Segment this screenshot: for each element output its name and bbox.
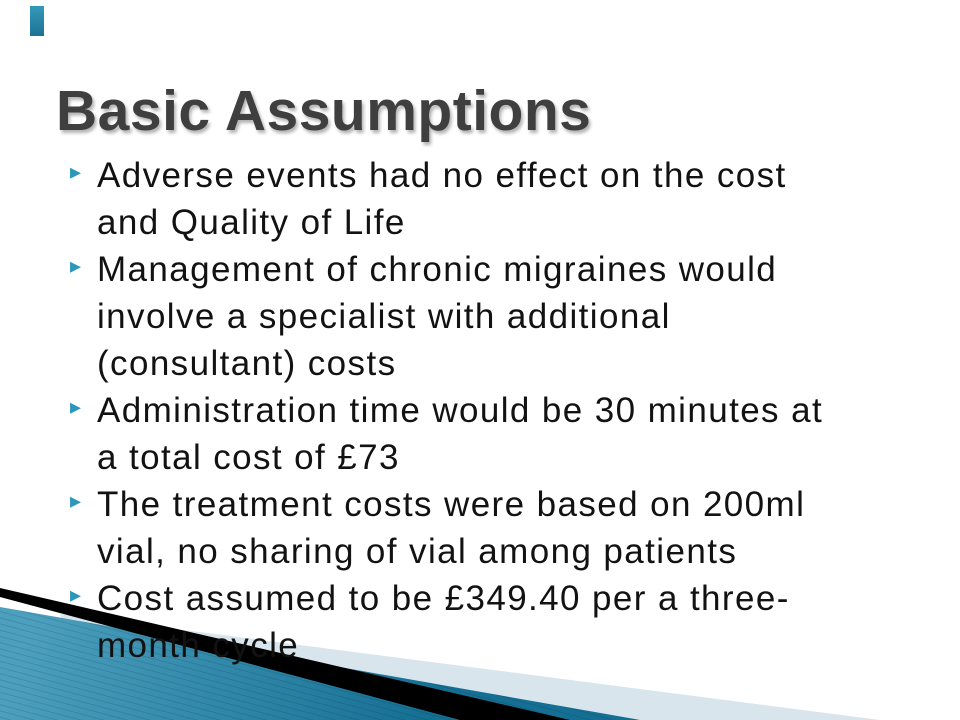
arrow-bullet-icon: ▸ bbox=[70, 160, 83, 185]
arrow-bullet-icon: ▸ bbox=[70, 254, 83, 279]
corner-decoration bbox=[0, 588, 880, 720]
slide-title: Basic Assumptions bbox=[56, 79, 592, 144]
bullet-text: Cost assumed to be £349.40 per a three- … bbox=[97, 579, 790, 665]
arrow-bullet-icon: ▸ bbox=[70, 583, 83, 608]
arrow-bullet-icon: ▸ bbox=[70, 395, 83, 420]
list-item: ▸ Administration time would be 30 minute… bbox=[70, 387, 915, 481]
bullet-text: Administration time would be 30 minutes … bbox=[97, 391, 824, 477]
corner-accent-bar bbox=[30, 6, 44, 36]
arrow-bullet-icon: ▸ bbox=[70, 489, 83, 514]
list-item: ▸ Cost assumed to be £349.40 per a three… bbox=[70, 575, 915, 669]
bullet-list: ▸ Adverse events had no effect on the co… bbox=[70, 152, 915, 669]
list-item: ▸ Adverse events had no effect on the co… bbox=[70, 152, 915, 246]
list-item: ▸ Management of chronic migraines would … bbox=[70, 246, 915, 387]
bullet-text: Management of chronic migraines would in… bbox=[97, 250, 778, 383]
black-stripe bbox=[0, 588, 570, 720]
bullet-text: Adverse events had no effect on the cost… bbox=[97, 156, 787, 242]
bullet-text: The treatment costs were based on 200ml … bbox=[97, 485, 806, 571]
list-item: ▸ The treatment costs were based on 200m… bbox=[70, 481, 915, 575]
